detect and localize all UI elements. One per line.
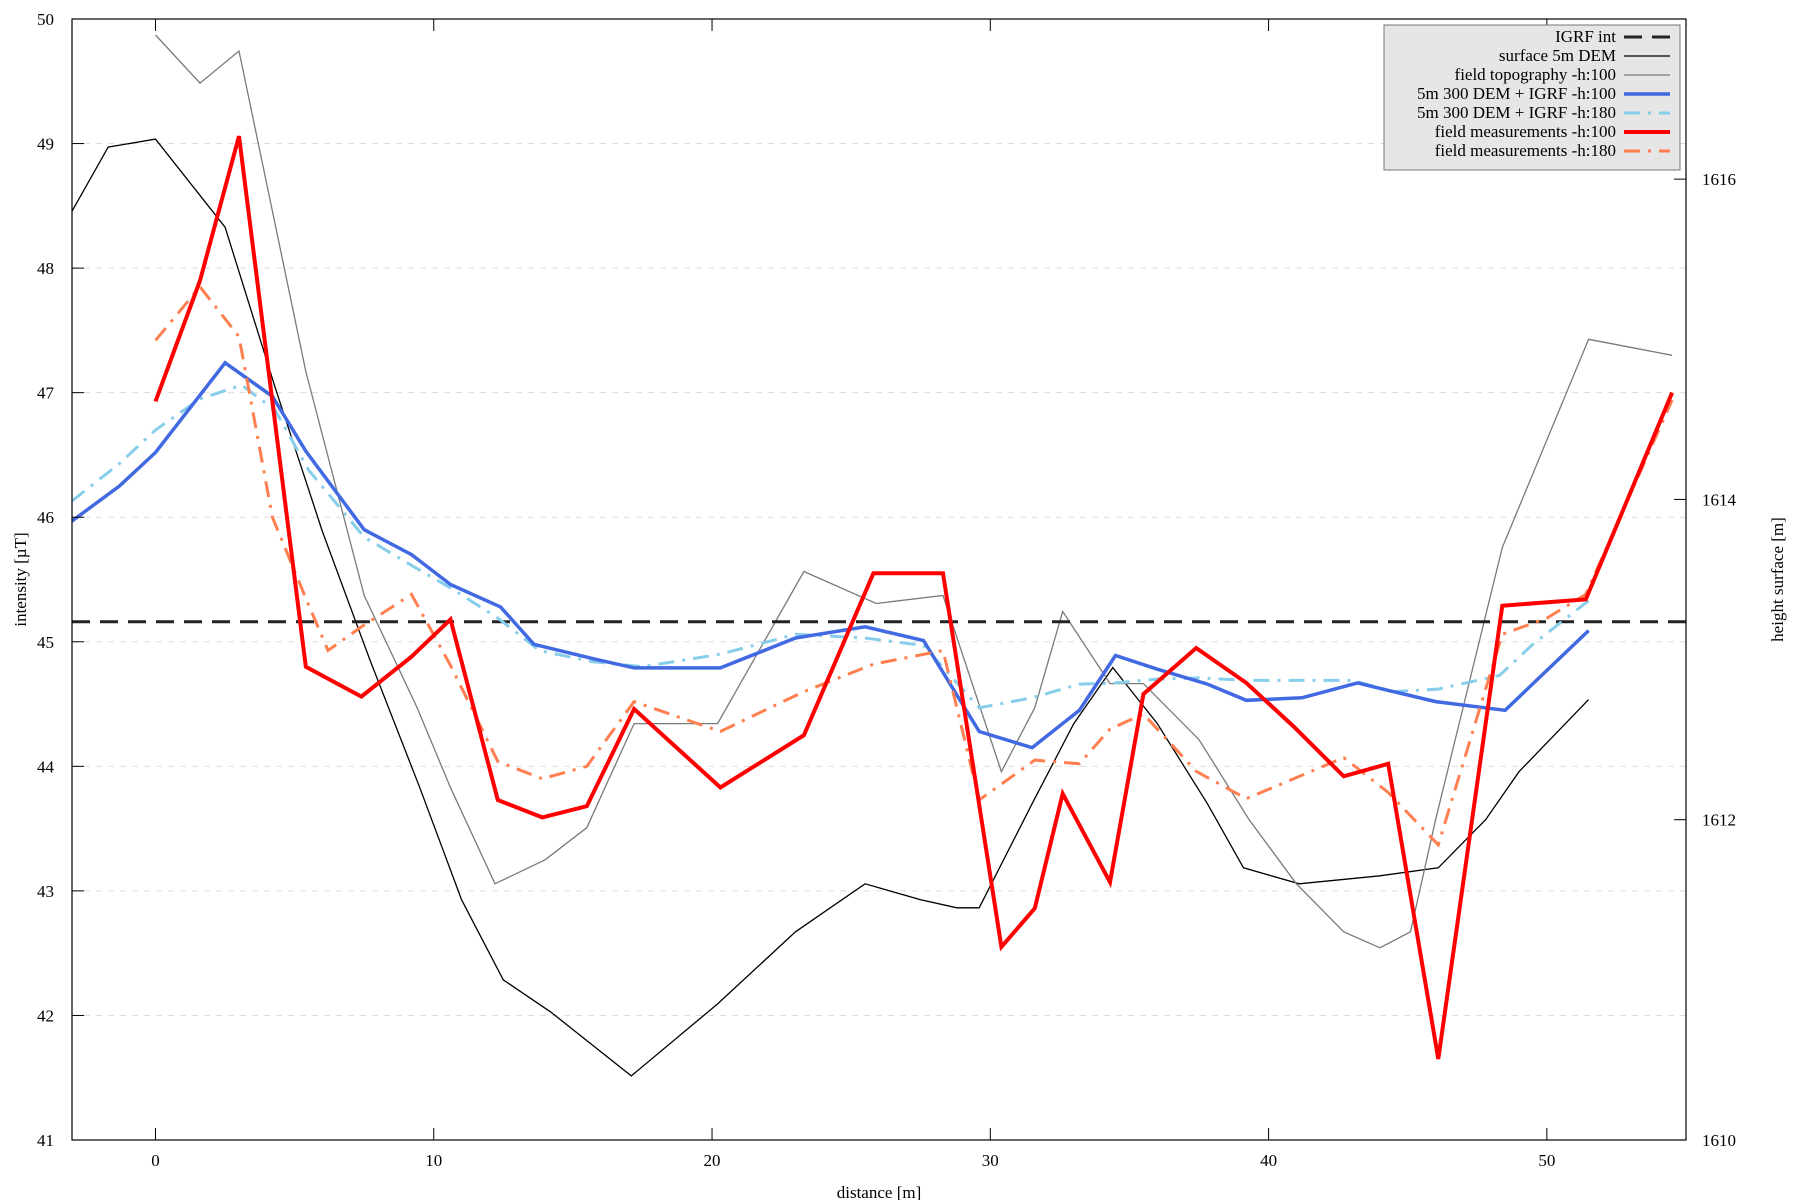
y-tick-label: 48 (37, 259, 54, 278)
x-tick-label: 40 (1260, 1151, 1277, 1170)
legend-label: 5m 300 DEM + IGRF -h:180 (1417, 103, 1616, 122)
grid-lines (72, 143, 1686, 1016)
y-tick-label: 46 (37, 508, 54, 527)
y-axis-title: intensity [µT] (11, 532, 30, 626)
y-tick-label: 47 (37, 384, 55, 403)
y2-tick-label: 1610 (1702, 1131, 1736, 1150)
series-lines (70, 34, 1686, 1077)
axis-ticks: 0 10 20 30 40 50 41 42 43 44 45 46 47 48 49 50 1610 1612 1… (37, 10, 1737, 1170)
x-tick-label: 20 (704, 1151, 721, 1170)
legend-label: IGRF int (1555, 27, 1616, 46)
series-line (71, 138, 1590, 1077)
legend-label: surface 5m DEM (1499, 46, 1616, 65)
legend-label: field topography -h:100 (1455, 65, 1616, 84)
series-line (154, 284, 1674, 848)
y2-axis-title: height surface [m] (1768, 517, 1787, 642)
x-tick-label: 10 (425, 1151, 442, 1170)
x-tick-label: 0 (151, 1151, 160, 1170)
y2-tick-label: 1614 (1702, 490, 1737, 509)
series-line (153, 135, 1674, 1060)
y-tick-label: 43 (37, 882, 54, 901)
y-tick-label: 49 (37, 135, 54, 154)
series-line (70, 360, 1590, 750)
y-tick-label: 45 (37, 633, 54, 652)
series-line (155, 34, 1673, 949)
x-tick-label: 50 (1538, 1151, 1555, 1170)
series-line (71, 383, 1590, 710)
y-tick-label: 50 (37, 10, 54, 29)
y2-tick-label: 1616 (1702, 170, 1736, 189)
legend-label: field measurements -h:180 (1435, 141, 1616, 160)
y-tick-label: 42 (37, 1006, 54, 1025)
x-axis-title: distance [m] (837, 1183, 922, 1200)
legend-label: 5m 300 DEM + IGRF -h:100 (1417, 84, 1616, 103)
y-tick-label: 44 (37, 757, 55, 776)
y2-tick-label: 1612 (1702, 811, 1736, 830)
legend-label: field measurements -h:100 (1435, 122, 1616, 141)
y-tick-label: 41 (37, 1131, 54, 1150)
legend-box (1383, 24, 1681, 171)
x-tick-label: 30 (982, 1151, 999, 1170)
plot-frame (71, 18, 1687, 1141)
